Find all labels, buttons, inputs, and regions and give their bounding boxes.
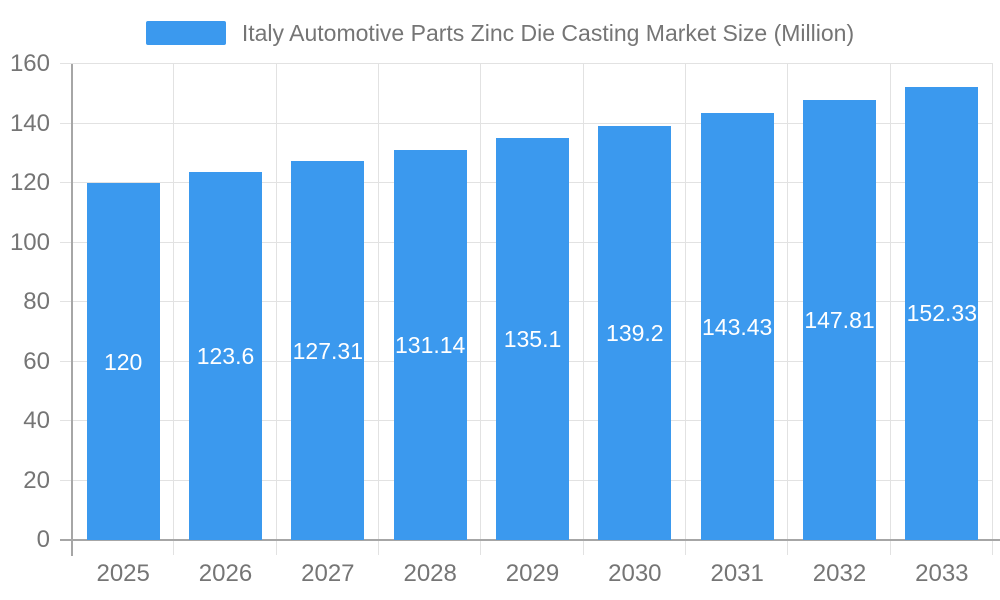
- bar-value-label-2026: 123.6: [196, 343, 255, 370]
- bar-value-label-2033: 152.33: [906, 300, 977, 327]
- y-tick-label-60: 60: [23, 347, 50, 375]
- y-tick-label-100: 100: [9, 228, 50, 256]
- x-tick-label-2031: 2031: [710, 560, 764, 587]
- bar-2028: [393, 149, 467, 540]
- x-tick-label-2028: 2028: [403, 560, 457, 587]
- bar-2029: [496, 138, 569, 540]
- plot-area: 120 123.6 127.31 131.14 135.1 139.2 143.43 147.…: [60, 63, 1000, 556]
- bar-2025: [86, 183, 160, 540]
- gridline-x-8: [889, 64, 891, 555]
- bar-value-label-2025: 120: [103, 348, 143, 375]
- gridline-x-2: [275, 64, 277, 555]
- y-tick-label-140: 140: [9, 109, 50, 137]
- bar-value-label-2030: 139.2: [606, 319, 664, 346]
- y-tick-label-40: 40: [23, 407, 50, 434]
- x-axis-line: [60, 539, 1000, 541]
- gridline-x-5: [582, 64, 584, 555]
- bar-value-label-2029: 135.1: [503, 326, 562, 353]
- y-tick-label-80: 80: [23, 288, 50, 315]
- bar-value-label-2031: 143.43: [701, 313, 773, 340]
- bar-2032: [803, 100, 876, 540]
- x-tick-label-2029: 2029: [505, 560, 560, 587]
- bar-value-label-2028: 131.14: [394, 331, 466, 358]
- bar-2030: [598, 125, 672, 540]
- y-axis: 0 20 40 60 80 100 120 140 160: [0, 50, 50, 553]
- y-axis-line: [71, 64, 73, 556]
- bar-2033: [905, 86, 979, 540]
- x-tick-label-2030: 2030: [608, 560, 662, 587]
- x-tick-label-2026: 2026: [198, 560, 253, 587]
- legend-swatch: [145, 21, 226, 45]
- gridline-x-1: [173, 64, 175, 555]
- gridline-x-4: [480, 64, 482, 555]
- bar-2026: [189, 172, 262, 540]
- gridline-x-9: [992, 64, 993, 555]
- y-tick-label-120: 120: [9, 169, 50, 196]
- y-tick-label-20: 20: [23, 466, 50, 494]
- gridline-y-160: [60, 63, 993, 64]
- x-tick-label-2033: 2033: [915, 560, 969, 587]
- gridline-x-3: [378, 64, 379, 555]
- x-tick-label-2027: 2027: [301, 560, 355, 587]
- gridline-y-140: [60, 122, 993, 124]
- gridline-x-7: [787, 64, 789, 555]
- y-tick-label-160: 160: [9, 50, 50, 77]
- bar-2031: [700, 113, 774, 540]
- x-tick-label-2032: 2032: [812, 560, 867, 587]
- gridline-x-6: [685, 64, 686, 555]
- x-axis: 2025 2026 2027 2028 2029 2030 2031 2032 2033: [72, 540, 993, 600]
- legend-label: Italy Automotive Parts Zinc Die Casting …: [241, 19, 855, 46]
- bar-2027: [291, 161, 365, 540]
- x-tick-label-2025: 2025: [96, 560, 150, 587]
- bar-value-label-2027: 127.31: [292, 337, 363, 364]
- y-tick-label-0: 0: [36, 526, 50, 553]
- bar-value-label-2032: 147.81: [804, 307, 875, 334]
- legend: Italy Automotive Parts Zinc Die Casting …: [0, 19, 1000, 47]
